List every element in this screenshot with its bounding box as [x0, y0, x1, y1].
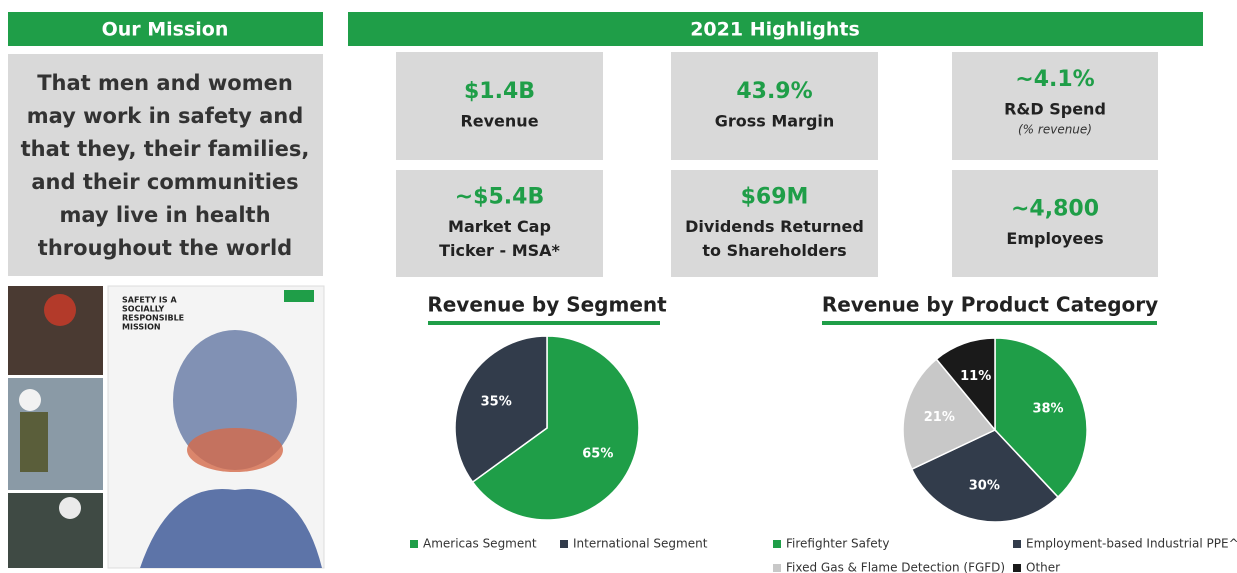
tile-label: Gross Margin [715, 112, 835, 131]
slice-label: 21% [924, 410, 955, 425]
brochure-art [187, 428, 283, 472]
photo [8, 493, 103, 568]
chart-title: Revenue by Segment [427, 293, 667, 317]
photo-collage [8, 285, 325, 569]
brochure-text: SOCIALLY [122, 305, 165, 314]
legend-swatch [560, 540, 568, 548]
pie-slice [910, 429, 1060, 523]
pie-slice [454, 335, 548, 484]
slice-label: 38% [1032, 402, 1063, 417]
mission-line: throughout the world [38, 236, 292, 260]
legend-swatch [773, 540, 781, 548]
mission-line: and their communities [31, 170, 298, 194]
title-underline [822, 321, 1157, 325]
pie-slice [935, 337, 996, 433]
tile-value: ~4.1% [1015, 67, 1094, 92]
tile-label: Revenue [460, 112, 538, 131]
title-underline [428, 321, 660, 325]
tile [396, 170, 603, 277]
legend-swatch [1013, 564, 1021, 572]
mission-line: may live in health [59, 203, 270, 227]
tile-value: $1.4B [464, 79, 535, 104]
mission-title: Our Mission [102, 19, 229, 41]
photo-detail [44, 294, 76, 326]
slice-label: 65% [582, 446, 613, 461]
tile-label: Dividends Returned [685, 217, 864, 236]
dynamic: That men and women may work in safety and… [21, 52, 1237, 573]
mission-line: that they, their families, [21, 137, 310, 161]
highlights-header [348, 12, 1203, 46]
legend-swatch [1013, 540, 1021, 548]
highlights-title: 2021 Highlights [690, 19, 860, 41]
slice-label: 30% [969, 479, 1000, 494]
photo-detail [59, 497, 81, 519]
legend-label: Fixed Gas & Flame Detection (FGFD) [786, 561, 1005, 573]
photo-detail [19, 389, 41, 411]
pie-slice [471, 335, 640, 521]
pie-slice [902, 358, 997, 471]
tile [396, 52, 603, 160]
legend-swatch [773, 564, 781, 572]
tile-value: 43.9% [736, 79, 812, 104]
slice-label: 11% [960, 369, 991, 384]
tile [671, 170, 878, 277]
brochure-logo [284, 290, 314, 302]
mission-header [8, 12, 323, 46]
legend-swatch [410, 540, 418, 548]
tile-value: ~4,800 [1011, 197, 1099, 222]
tile [671, 52, 878, 160]
tile-value: ~$5.4B [455, 185, 544, 210]
tile-label: R&D Spend [1004, 100, 1106, 119]
legend-label: Employment-based Industrial PPE^ [1026, 537, 1237, 551]
photo-detail [20, 412, 48, 472]
pie-slice [994, 337, 1088, 499]
tile [952, 52, 1158, 160]
mission-box [8, 54, 323, 276]
tile [952, 170, 1158, 277]
tile-value: $69M [741, 185, 809, 210]
brochure-art [140, 488, 322, 568]
legend-label: Other [1026, 561, 1060, 573]
brochure-text: MISSION [122, 323, 161, 332]
brochure-text: RESPONSIBLE [122, 314, 184, 323]
chart-title: Revenue by Product Category [822, 293, 1158, 317]
mission-line: That men and women [37, 71, 293, 95]
legend-label: Americas Segment [423, 537, 537, 551]
tile-label: Market Cap [448, 217, 551, 236]
slice-label: 35% [481, 395, 512, 410]
legend-label: International Segment [573, 537, 708, 551]
tile-label: Employees [1006, 229, 1103, 248]
tile-label: Ticker - MSA* [439, 241, 560, 260]
tile-note: (% revenue) [1018, 123, 1092, 137]
legend-label: Firefighter Safety [786, 537, 889, 551]
tile-label: to Shareholders [702, 241, 846, 260]
mission-line: may work in safety and [27, 104, 304, 128]
brochure-text: SAFETY IS A [122, 296, 177, 305]
